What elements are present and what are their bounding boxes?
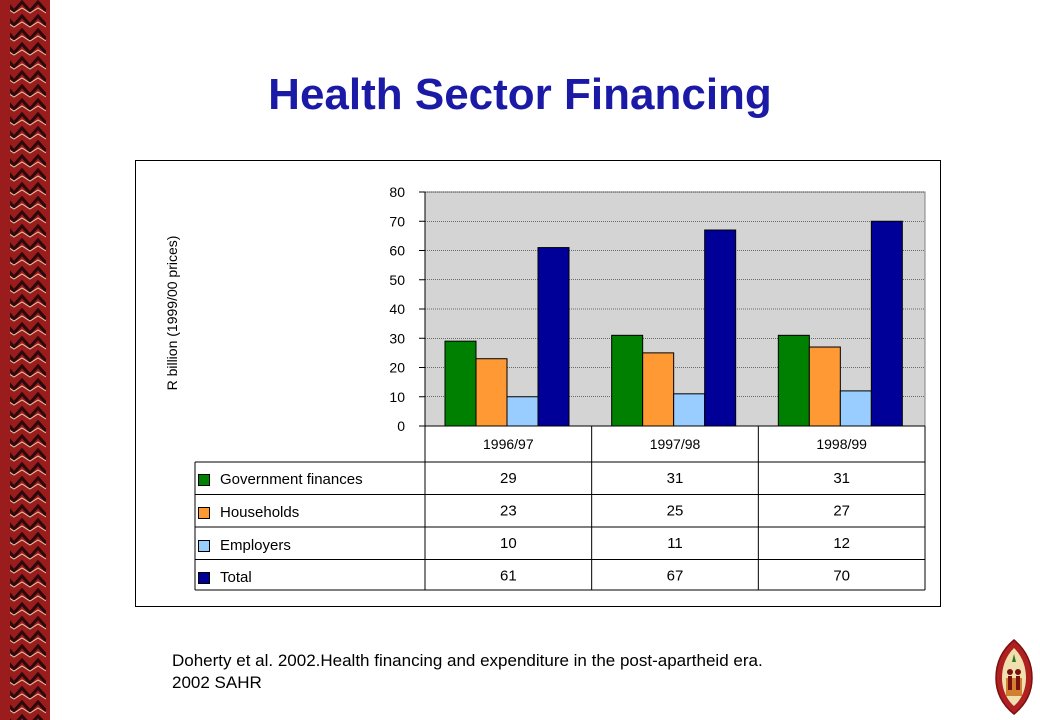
- data-table-cell: 27: [833, 503, 850, 520]
- citation-line-1: Doherty et al. 2002.Health financing and…: [172, 651, 763, 670]
- legend-label-households: Households: [220, 504, 300, 521]
- data-table-cell: 25: [667, 503, 684, 520]
- y-tick-label: 80: [389, 184, 405, 200]
- bar: [475, 358, 508, 427]
- legend-label-total: Total: [220, 569, 252, 586]
- citation-line-2: 2002 SAHR: [172, 673, 262, 692]
- x-tick-label: 1998/99: [816, 436, 867, 452]
- data-table-cell: 67: [667, 568, 684, 585]
- legend-label-employers: Employers: [220, 537, 291, 554]
- data-table-cell: 61: [500, 568, 517, 585]
- data-table-cell: 31: [667, 470, 684, 487]
- x-tick-label: 1996/97: [483, 436, 534, 452]
- x-tick-label: 1997/98: [650, 436, 701, 452]
- bar: [870, 220, 903, 427]
- citation: Doherty et al. 2002.Health financing and…: [172, 650, 763, 694]
- legend-swatch-households: [198, 507, 210, 519]
- data-table-cell: 11: [667, 535, 683, 552]
- y-tick-label: 50: [389, 272, 405, 288]
- y-tick-label: 10: [389, 389, 405, 405]
- bar: [704, 229, 737, 427]
- bar: [808, 346, 841, 427]
- legend-label-government: Government finances: [220, 471, 363, 488]
- decorative-border-strip: [0, 0, 50, 720]
- y-tick-label: 70: [389, 213, 405, 229]
- data-table-cell: 10: [500, 535, 517, 552]
- bar-chart: 0 10 20 30 40 50 60 70 80 1996/97 1997/98 1998/99 29…: [194, 184, 926, 591]
- y-tick-label: 60: [389, 243, 405, 259]
- legend-swatch-employers: [198, 540, 210, 552]
- slide-title: Health Sector Financing: [268, 70, 772, 119]
- y-tick-label: 30: [389, 330, 405, 346]
- bar: [444, 340, 477, 427]
- bar: [537, 247, 570, 427]
- data-table-cell: 70: [833, 568, 850, 585]
- data-table-cell: 12: [833, 535, 850, 552]
- coat-of-arms-logo: [995, 639, 1033, 715]
- legend-swatch-government: [198, 474, 210, 486]
- bar: [673, 393, 706, 427]
- bar: [839, 390, 872, 427]
- data-table-cell: 23: [500, 503, 517, 520]
- legend-swatch-total: [198, 572, 210, 584]
- bar: [506, 396, 539, 427]
- y-tick-label: 20: [389, 360, 405, 376]
- y-tick-label: 40: [389, 301, 405, 317]
- y-tick-label: 0: [397, 418, 405, 434]
- bar: [642, 352, 675, 427]
- data-table-cell: 31: [833, 470, 850, 487]
- bar: [777, 334, 810, 427]
- data-table-cell: 29: [500, 470, 517, 487]
- bar: [611, 334, 644, 427]
- y-axis-label: R billion (1999/00 prices): [164, 235, 180, 391]
